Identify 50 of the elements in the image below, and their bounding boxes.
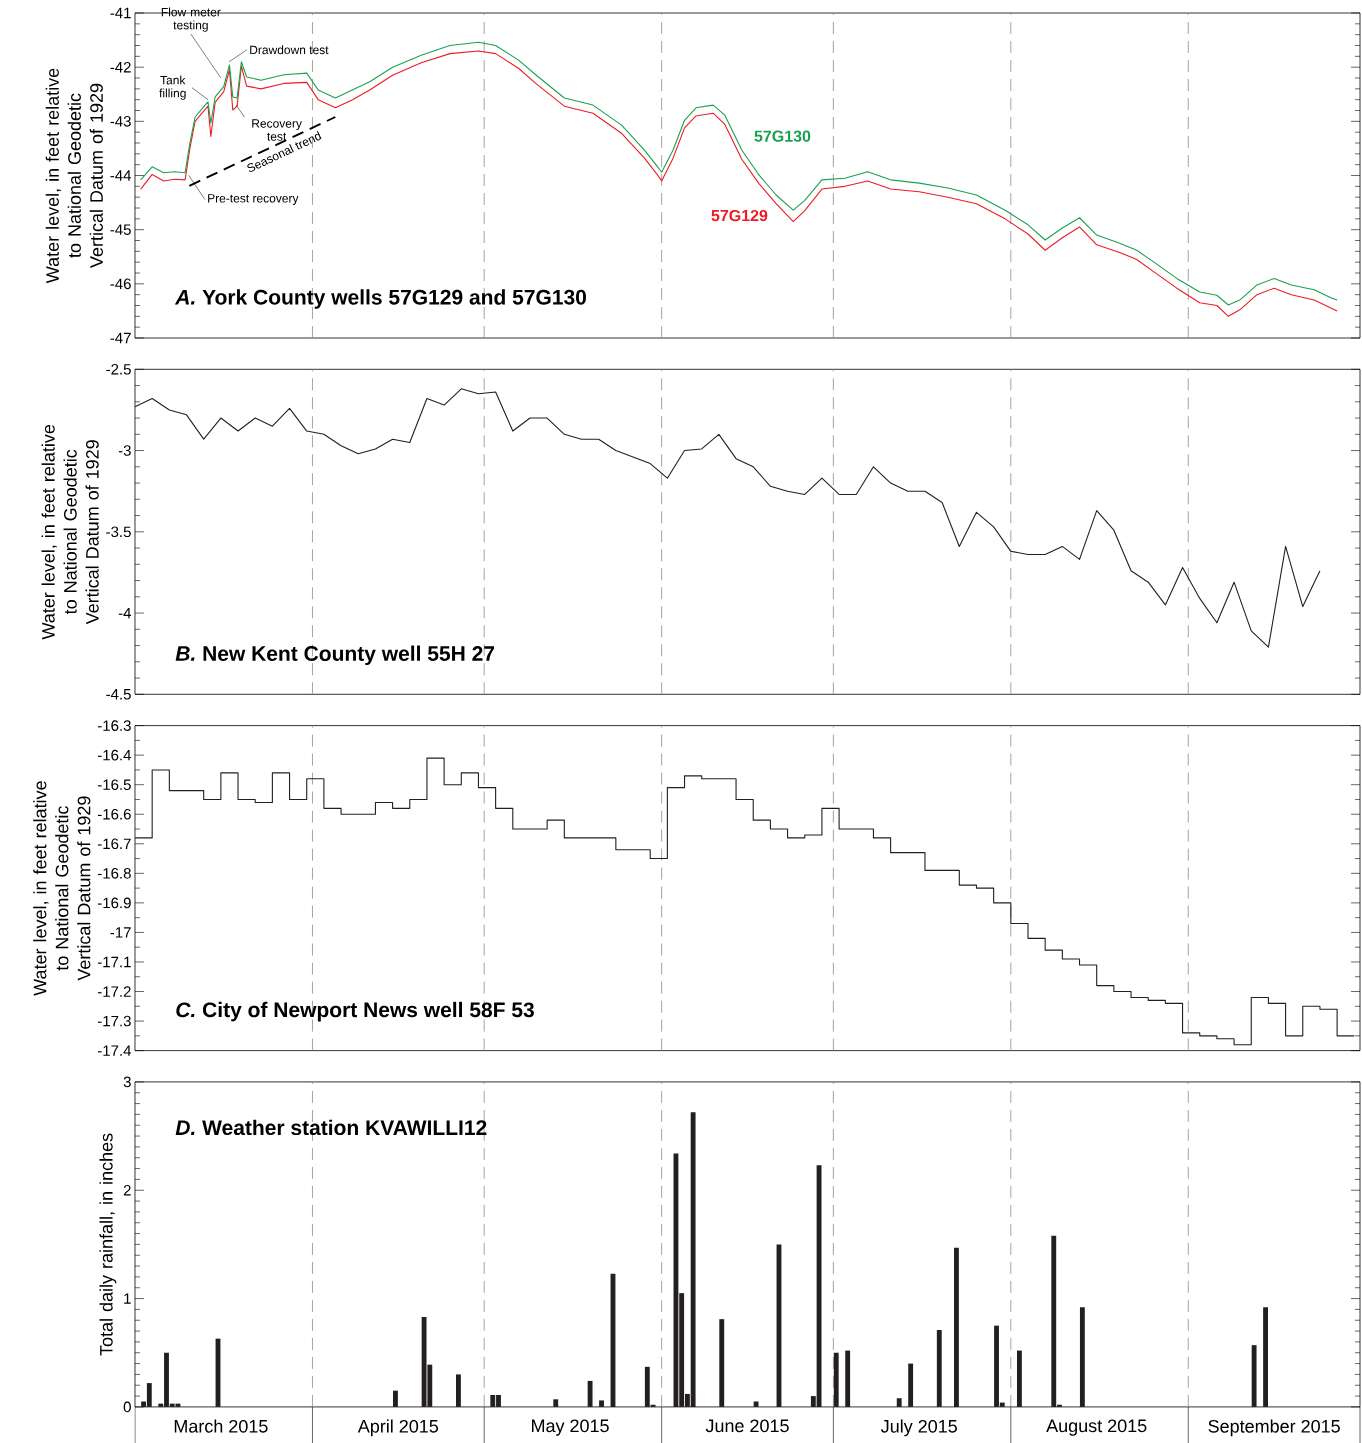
y-tick-label: -44 — [110, 170, 132, 181]
y-axis-title: Total daily rainfall, in inches — [99, 1133, 117, 1356]
annotation: Tank filling — [159, 75, 186, 100]
y-tick-label: -3.5 — [106, 526, 131, 538]
y-tick-label: -16.4 — [97, 749, 132, 761]
y-tick-label: -41 — [110, 7, 131, 19]
y-tick-label: -17.4 — [97, 1045, 132, 1056]
y-axis-title: Water level, in feet relative to National Geodetic Vertical Datum of 1929 — [41, 424, 99, 640]
x-tick-label: August 2015 — [1046, 1419, 1147, 1436]
y-tick-label: -17.3 — [97, 1015, 131, 1027]
y-tick-label: -3 — [118, 445, 131, 456]
y-tick-label: -16.9 — [97, 897, 131, 909]
y-tick-label: -43 — [110, 116, 131, 127]
y-tick-label: -16.7 — [97, 838, 131, 850]
series-label: 57G129 — [711, 209, 768, 222]
y-tick-label: -17.1 — [97, 956, 131, 968]
text: D. Weather station KVAWILLI12 — [175, 1119, 487, 1136]
x-tick-label: May 2015 — [532, 1419, 609, 1436]
x-tick-label: September 2015 — [1208, 1419, 1340, 1437]
y-axis-title: Water level, in feet relative to National Geodetic Vertical Datum of 1929 — [33, 781, 91, 996]
x-tick-label: July 2015 — [880, 1419, 957, 1437]
text: A. York County wells 57G129 and 57G130 — [174, 289, 586, 309]
y-tick-label: -4 — [118, 607, 132, 619]
y-tick-label: -17 — [110, 927, 131, 938]
x-tick-label: June 2015 — [705, 1419, 789, 1433]
y-tick-label: -4.5 — [106, 689, 131, 700]
y-tick-label: -45 — [110, 224, 131, 235]
y-tick-label: -46 — [110, 278, 131, 290]
y-axis-title: Water level, in feet relative to National Geodetic Vertical Datum of 1929 — [45, 68, 103, 284]
y-tick-label: 0 — [123, 1401, 131, 1413]
y-tick-label: -47 — [110, 332, 131, 344]
y-tick-label: 1 — [124, 1293, 131, 1304]
y-tick-label: -16.6 — [97, 808, 131, 820]
y-tick-label: 2 — [123, 1185, 131, 1196]
x-tick-label: March 2015 — [174, 1419, 268, 1433]
y-tick-label: -2.5 — [106, 364, 131, 375]
y-tick-label: -16.5 — [97, 779, 131, 791]
annotation: Flow meter testing — [161, 7, 221, 32]
y-tick-label: -16.8 — [97, 868, 131, 879]
y-tick-label: -16.3 — [97, 720, 131, 731]
x-tick-label: April 2015 — [357, 1419, 439, 1437]
annotation: Recovery test — [252, 119, 302, 141]
annotation: Pre-test recovery — [208, 194, 299, 205]
text: B. New Kent County well 55H 27 — [175, 645, 495, 666]
y-tick-label: -42 — [110, 61, 131, 73]
annotation: Drawdown test — [250, 45, 329, 55]
series-label: 57G130 — [754, 130, 811, 142]
y-tick-label: -17.2 — [97, 986, 131, 997]
text: C. City of Newport News well 58F 53 — [176, 1001, 534, 1022]
y-tick-label: 3 — [123, 1076, 131, 1088]
